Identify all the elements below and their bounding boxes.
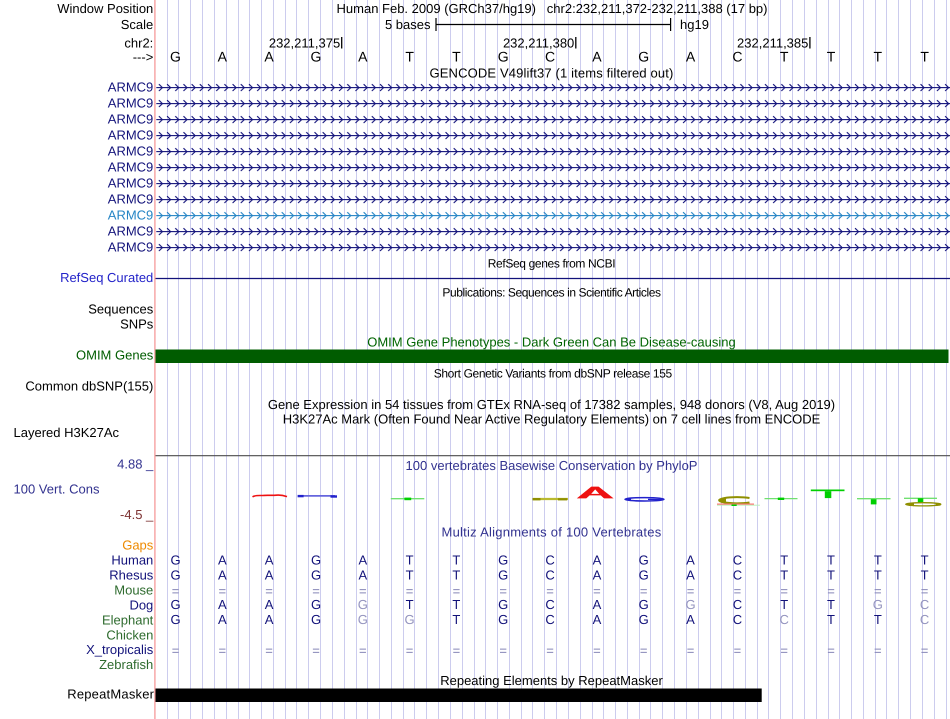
svg-text:4.88 _: 4.88 _ — [117, 456, 154, 471]
svg-text:GAAGATTGCAGACTTTT: GAAGATTGCAGACTTTT — [170, 567, 928, 582]
svg-text:GAAGATTGCAGACTTTT: GAAGATTGCAGACTTTT — [170, 552, 928, 567]
svg-text:Scale: Scale — [121, 17, 154, 32]
svg-text:GAAGATTGCAGACTTTT: GAAGATTGCAGACTTTT — [170, 49, 929, 65]
svg-text:GENCODE V49lift37 (1 items fil: GENCODE V49lift37 (1 items filtered out) — [429, 66, 673, 81]
svg-text:chr2:: chr2: — [124, 36, 153, 51]
svg-text:--->: ---> — [133, 50, 154, 65]
svg-text:Human: Human — [111, 553, 153, 568]
svg-text:ARMC9: ARMC9 — [108, 80, 154, 95]
svg-text:SNPs: SNPs — [120, 317, 154, 332]
svg-text:Layered H3K27Ac: Layered H3K27Ac — [14, 425, 120, 440]
svg-text:OMIM Gene Phenotypes - Dark Gr: OMIM Gene Phenotypes - Dark Green Can Be… — [367, 335, 736, 350]
svg-text:Gene Expression in 54 tissues: Gene Expression in 54 tissues from GTEx … — [268, 397, 835, 412]
svg-text:ARMC9: ARMC9 — [108, 112, 154, 127]
svg-text:Chicken: Chicken — [106, 627, 153, 642]
svg-text:232,211,380: 232,211,380 — [503, 36, 574, 51]
svg-text:100 Vert. Cons: 100 Vert. Cons — [14, 482, 100, 497]
svg-text:5 bases: 5 bases — [385, 17, 431, 32]
svg-text:ARMC9: ARMC9 — [108, 192, 154, 207]
svg-text:ARMC9: ARMC9 — [108, 176, 154, 191]
svg-text:Human Feb. 2009 (GRCh37/hg19): Human Feb. 2009 (GRCh37/hg19) chr2:232,2… — [337, 1, 768, 16]
svg-text:Gaps: Gaps — [122, 538, 154, 553]
svg-text:Repeating Elements by RepeatMa: Repeating Elements by RepeatMasker — [440, 673, 663, 688]
svg-text:Publications: Sequences in Sci: Publications: Sequences in Scientific Ar… — [442, 286, 661, 300]
svg-text:232,211,375: 232,211,375 — [269, 36, 340, 51]
svg-text:Short Genetic Variants from db: Short Genetic Variants from dbSNP releas… — [434, 367, 673, 381]
svg-text:Dog: Dog — [129, 597, 153, 612]
svg-text:RepeatMasker: RepeatMasker — [67, 686, 154, 701]
svg-text:Rhesus: Rhesus — [109, 567, 154, 582]
svg-text:-4.5 _: -4.5 _ — [120, 507, 154, 522]
svg-text:hg19: hg19 — [680, 17, 709, 32]
svg-text:232,211,385: 232,211,385 — [737, 36, 808, 51]
svg-text:Sequences: Sequences — [88, 302, 154, 317]
svg-text:H3K27Ac Mark (Often Found Near: H3K27Ac Mark (Often Found Near Active Re… — [283, 412, 821, 427]
svg-text:ARMC9: ARMC9 — [108, 240, 154, 255]
svg-text:RefSeq genes from NCBI: RefSeq genes from NCBI — [488, 257, 615, 271]
svg-text:GAAGTTGCAGCTT: GAAGTTGCAGCTT — [170, 597, 835, 612]
svg-text:Common dbSNP(155): Common dbSNP(155) — [25, 379, 153, 394]
svg-text:=================: ================= — [172, 643, 929, 658]
svg-text:=================: ================= — [172, 583, 929, 598]
svg-text:Zebrafish: Zebrafish — [99, 657, 153, 672]
svg-text:Elephant: Elephant — [102, 612, 154, 627]
svg-text:ARMC9: ARMC9 — [108, 144, 154, 159]
svg-text:ARMC9: ARMC9 — [108, 96, 154, 111]
svg-text:X_tropicalis: X_tropicalis — [86, 642, 154, 657]
svg-text:ARMC9: ARMC9 — [108, 128, 154, 143]
svg-text:RefSeq Curated: RefSeq Curated — [60, 270, 153, 285]
svg-text:Window Position: Window Position — [57, 1, 153, 16]
svg-text:ARMC9: ARMC9 — [108, 208, 154, 223]
svg-text:OMIM Genes: OMIM Genes — [76, 348, 154, 363]
svg-text:ARMC9: ARMC9 — [108, 160, 154, 175]
svg-text:Multiz Alignments of 100 Verte: Multiz Alignments of 100 Vertebrates — [441, 525, 661, 540]
svg-text:ARMC9: ARMC9 — [108, 224, 154, 239]
svg-text:Mouse: Mouse — [114, 582, 153, 597]
svg-text:100 vertebrates Basewise Conse: 100 vertebrates Basewise Conservation by… — [406, 458, 698, 473]
